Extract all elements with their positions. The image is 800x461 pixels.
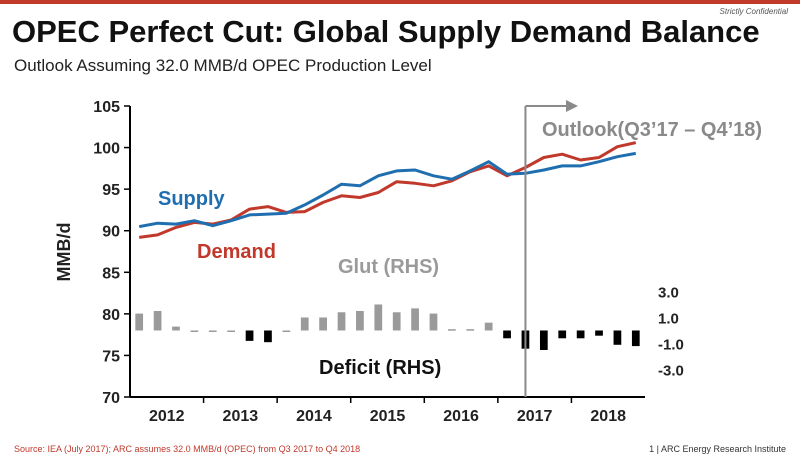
x-tick-label: 2014 (296, 408, 332, 425)
balance-bars (135, 304, 640, 350)
glut-bar (392, 312, 401, 331)
supply-label: Supply (158, 188, 226, 210)
deficit-bar (264, 330, 272, 343)
y2-tick-label: -1.0 (658, 336, 684, 353)
source-note: Source: IEA (July 2017); ARC assumes 32.… (14, 444, 361, 454)
y-axis-label: MMB/d (54, 223, 74, 282)
glut-bar (172, 326, 180, 331)
glut-bar (448, 329, 456, 331)
series-lines (138, 141, 637, 239)
y-tick-label: 75 (102, 348, 120, 365)
deficit-label: Deficit (RHS) (319, 357, 441, 379)
glut-bar (374, 304, 383, 331)
y-tick-label: 85 (102, 265, 120, 282)
deficit-bar (576, 330, 585, 339)
outlook-label: Outlook(Q3’17 – Q4’18) (542, 119, 762, 141)
glut-bar (135, 313, 144, 331)
glut-bar (153, 310, 162, 331)
glut-bar (319, 317, 327, 331)
y-tick-label: 100 (93, 141, 120, 158)
x-tick-label: 2017 (517, 408, 553, 425)
supply-line (138, 151, 637, 229)
glut-label: Glut (RHS) (338, 256, 439, 278)
top-accent-bar (0, 0, 800, 4)
x-tick-label: 2018 (590, 408, 626, 425)
x-tick-label: 2012 (149, 408, 185, 425)
x-tick-label: 2013 (223, 408, 259, 425)
deficit-bar (613, 330, 622, 345)
glut-bar (227, 330, 236, 332)
chart-labels: MMB/d Supply Demand Glut (RHS) Deficit (… (54, 119, 762, 379)
glut-bar (300, 317, 309, 331)
glut-bar (337, 312, 346, 331)
deficit-bar (245, 330, 254, 341)
deficit-bar (558, 330, 567, 339)
glut-bar (429, 313, 438, 331)
glut-bar (484, 322, 493, 331)
outlook-arrowhead (566, 100, 578, 112)
page-subtitle: Outlook Assuming 32.0 MMB/d OPEC Product… (14, 56, 432, 75)
y-tick-label: 90 (102, 224, 120, 241)
glut-bar (466, 329, 475, 331)
glut-bar (411, 308, 419, 331)
glut-bar (282, 330, 291, 332)
deficit-bar (631, 330, 640, 347)
chart-axes: 105 100 95 90 85 80 75 70 3.0 1.0 -1.0 -3.0 2012 2013… (93, 99, 684, 425)
deficit-bar (595, 330, 603, 336)
confidential-label: Strictly Confidential (719, 7, 788, 16)
demand-label: Demand (197, 241, 276, 263)
deficit-bar (539, 330, 548, 350)
y-tick-label: 80 (102, 307, 120, 324)
y-tick-label: 105 (93, 99, 120, 116)
page-title: OPEC Perfect Cut: Global Supply Demand B… (12, 14, 760, 49)
x-tick-label: 2016 (443, 408, 479, 425)
glut-bar (356, 310, 364, 331)
y-tick-label: 70 (102, 390, 120, 407)
y2-tick-label: 3.0 (658, 284, 679, 301)
glut-bar (190, 330, 199, 332)
y2-tick-label: 1.0 (658, 310, 679, 327)
y-tick-label: 95 (102, 182, 120, 199)
x-tick-label: 2015 (370, 408, 406, 425)
glut-bar (208, 330, 217, 332)
outlook-marker (524, 100, 578, 397)
page-number: 1 | ARC Energy Research Institute (649, 444, 786, 454)
deficit-bar (503, 330, 511, 339)
y2-tick-label: -3.0 (658, 362, 684, 379)
